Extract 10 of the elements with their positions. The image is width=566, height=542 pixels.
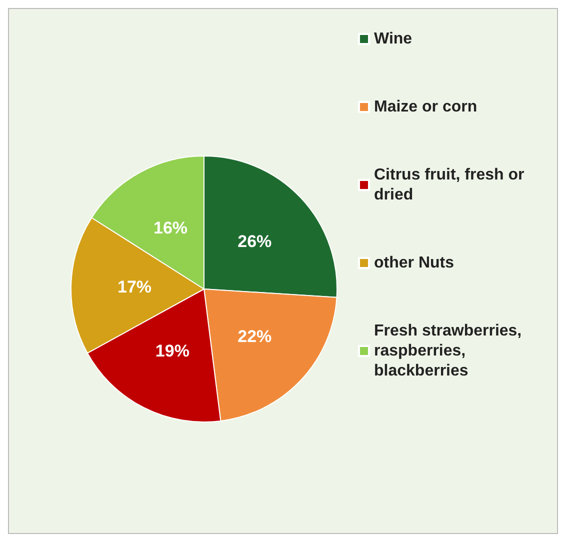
data-label: 26%: [238, 232, 272, 251]
data-label: 22%: [238, 327, 272, 346]
data-label: 16%: [154, 218, 188, 238]
legend-label: Maize or corn: [374, 98, 478, 116]
legend-label: Citrus fruit, fresh or dried: [374, 166, 529, 204]
data-label: 19%: [155, 341, 190, 360]
data-label: 17%: [118, 277, 152, 296]
legend-label: Fresh strawberries, raspberries, blackberries: [374, 322, 526, 380]
legend-label: other Nuts: [374, 254, 454, 272]
legend-label: Wine: [374, 30, 412, 48]
